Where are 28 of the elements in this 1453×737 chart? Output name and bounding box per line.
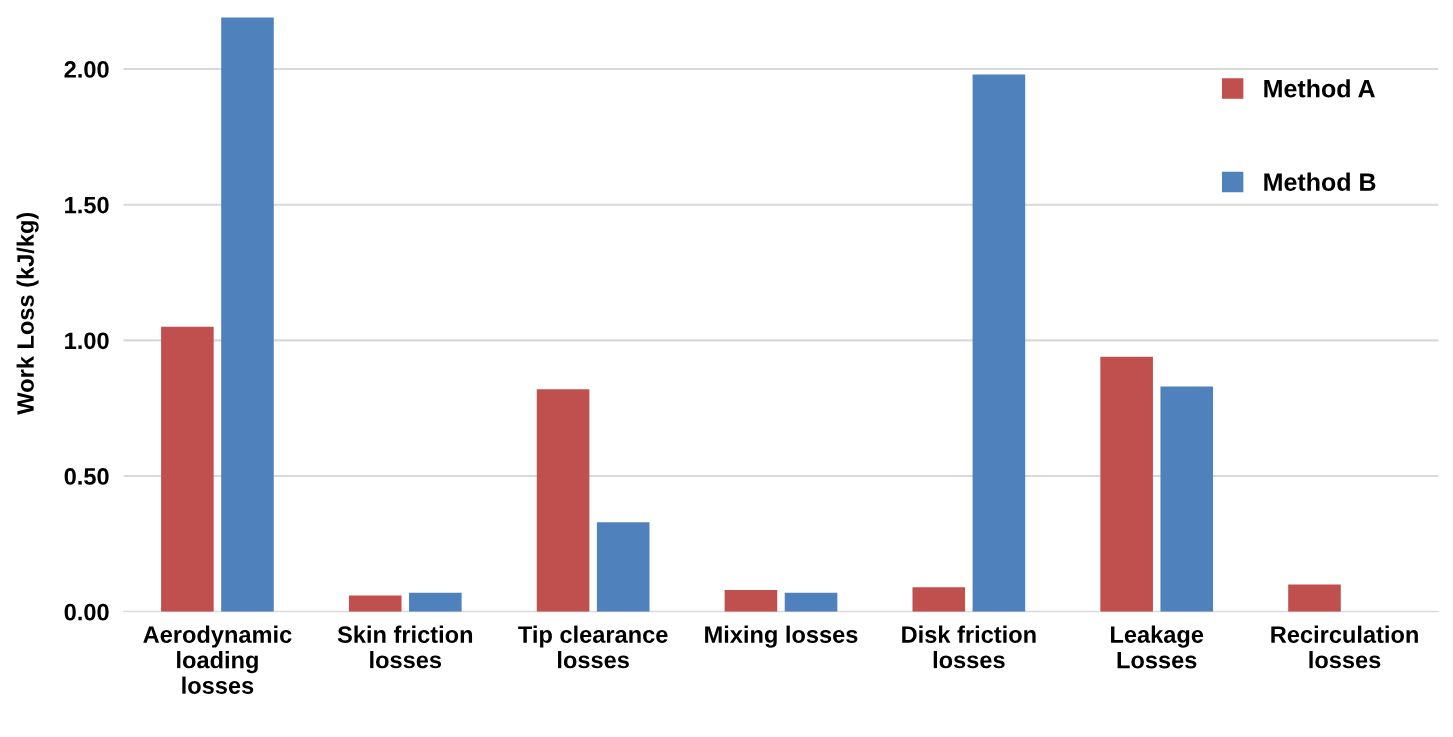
bar xyxy=(348,595,402,612)
x-tick-label: Tip clearance losses xyxy=(518,625,668,669)
x-tick-label: Mixing losses xyxy=(705,625,858,648)
legend-label: Method A xyxy=(1264,79,1375,98)
bar xyxy=(596,522,650,612)
bar xyxy=(784,592,838,612)
bar xyxy=(161,326,214,612)
x-tick-label: Aerodynamic loading losses xyxy=(143,625,292,694)
x-tick-label: Recirculation losses xyxy=(1271,625,1418,669)
bar xyxy=(1288,584,1341,612)
x-tick-label: Leakage Losses xyxy=(1111,625,1204,669)
y-axis-title: Work Loss (kJ/kg) xyxy=(16,212,39,415)
x-tick-label: Disk friction losses xyxy=(902,625,1036,669)
y-tick-label: 0.00 xyxy=(64,603,109,621)
bar xyxy=(1160,386,1214,612)
bar xyxy=(724,590,778,612)
bar xyxy=(912,587,966,612)
bar xyxy=(972,74,1026,612)
y-tick-label: 1.50 xyxy=(65,196,109,214)
x-tick-label: Skin friction losses xyxy=(337,625,473,669)
y-tick-label: 0.50 xyxy=(64,468,109,485)
bar xyxy=(536,389,590,612)
bar xyxy=(1100,356,1153,612)
y-tick-label: 1.00 xyxy=(65,332,109,350)
bar xyxy=(221,17,274,612)
y-tick-label: 2.00 xyxy=(64,61,109,78)
legend-label: Method B xyxy=(1264,172,1376,191)
bar xyxy=(409,592,462,612)
